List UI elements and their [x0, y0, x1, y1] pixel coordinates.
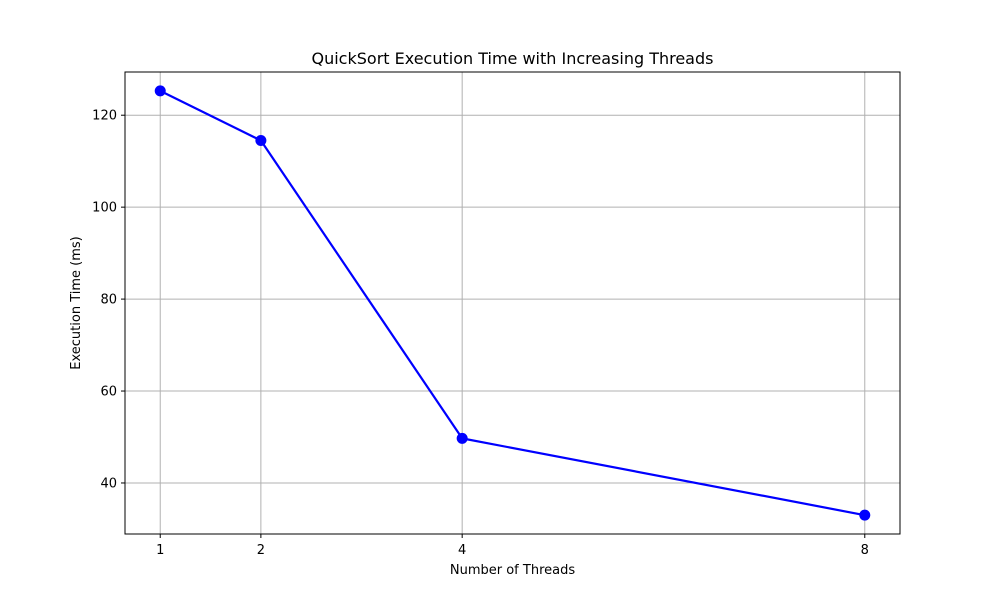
x-axis-label: Number of Threads	[450, 563, 575, 578]
chart-title: QuickSort Execution Time with Increasing…	[312, 49, 714, 68]
y-tick-label: 60	[100, 385, 117, 400]
x-tick-label: 2	[257, 543, 265, 558]
y-tick-label: 100	[92, 201, 117, 216]
y-tick-label: 120	[92, 109, 117, 124]
x-tick-label: 1	[156, 543, 164, 558]
grid-layer	[125, 72, 900, 534]
series-line	[159, 89, 865, 517]
x-tick-label: 8	[861, 543, 869, 558]
plot-frame	[124, 71, 901, 535]
x-tick-label: 4	[458, 543, 466, 558]
y-tick-label: 40	[100, 476, 117, 491]
tick-layer: 1 2 4 8 40 60 80 100 120	[92, 109, 869, 558]
y-tick-label: 80	[100, 293, 117, 308]
data-point	[154, 85, 166, 97]
data-point	[255, 134, 267, 146]
data-point	[859, 509, 871, 521]
series-layer	[154, 85, 871, 521]
data-point	[456, 432, 468, 444]
y-axis-label: Execution Time (ms)	[69, 236, 84, 369]
